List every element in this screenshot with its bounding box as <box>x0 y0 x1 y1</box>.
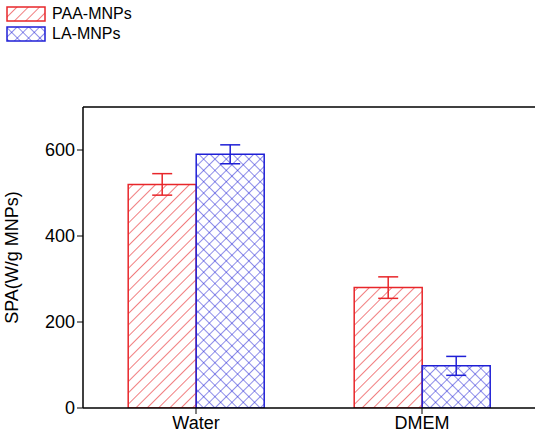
svg-text:0: 0 <box>65 398 75 418</box>
svg-text:Water: Water <box>172 413 219 433</box>
html-text:LA-MNPs: LA-MNPs <box>52 25 121 42</box>
html-text:PAA-MNPs: PAA-MNPs <box>52 5 132 22</box>
svg-text:DMEM: DMEM <box>395 413 450 433</box>
svg-text:200: 200 <box>45 312 75 332</box>
svg-text:600: 600 <box>45 140 75 160</box>
svg-text:SPA(W/g MNPs): SPA(W/g MNPs) <box>2 191 22 324</box>
svg-text:400: 400 <box>45 226 75 246</box>
